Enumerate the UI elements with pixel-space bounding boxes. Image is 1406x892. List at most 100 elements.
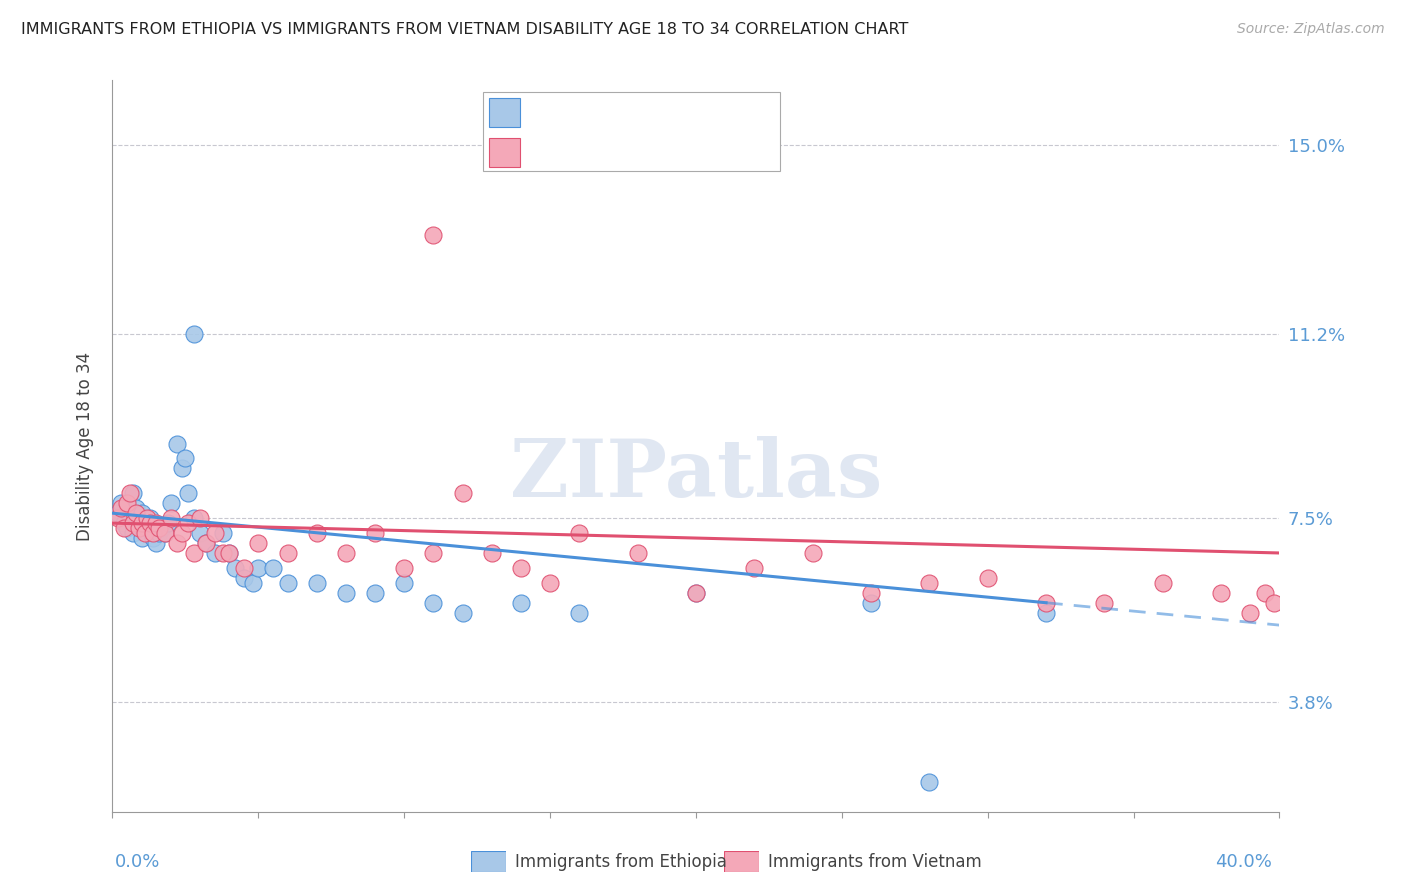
Point xyxy=(392,575,416,590)
Point xyxy=(134,516,156,530)
Point xyxy=(305,526,328,541)
Point xyxy=(172,461,194,475)
Point xyxy=(112,521,135,535)
Point xyxy=(115,521,138,535)
Point xyxy=(110,501,132,516)
Point xyxy=(509,561,531,575)
Point xyxy=(451,486,474,500)
Point xyxy=(262,561,284,575)
Point xyxy=(451,606,474,620)
Point xyxy=(145,516,167,530)
Point xyxy=(136,511,159,525)
Point xyxy=(174,451,197,466)
Point xyxy=(212,546,235,560)
Point xyxy=(305,575,328,590)
Point xyxy=(242,575,264,590)
Point xyxy=(685,586,707,600)
Point xyxy=(204,546,226,560)
Y-axis label: Disability Age 18 to 34: Disability Age 18 to 34 xyxy=(76,351,94,541)
Point xyxy=(177,486,200,500)
Point xyxy=(224,561,246,575)
Point xyxy=(177,516,200,530)
Point xyxy=(118,486,141,500)
Point xyxy=(118,511,141,525)
Point xyxy=(1239,606,1261,620)
Point xyxy=(276,546,298,560)
Point xyxy=(194,536,217,550)
Point xyxy=(742,561,765,575)
Text: 0.0%: 0.0% xyxy=(115,853,160,871)
Point xyxy=(148,521,170,535)
Point xyxy=(1152,575,1174,590)
Point xyxy=(335,586,357,600)
Point xyxy=(918,775,941,789)
Text: 40.0%: 40.0% xyxy=(1216,853,1272,871)
Point xyxy=(136,521,159,535)
Point xyxy=(128,521,150,535)
FancyBboxPatch shape xyxy=(724,851,759,872)
Point xyxy=(1035,606,1057,620)
Point xyxy=(131,531,153,545)
Point xyxy=(685,586,707,600)
Point xyxy=(422,596,444,610)
Point xyxy=(142,526,165,541)
Text: Immigrants from Vietnam: Immigrants from Vietnam xyxy=(768,853,981,871)
Point xyxy=(148,526,170,541)
Point xyxy=(859,596,883,610)
Point xyxy=(335,546,357,560)
Point xyxy=(918,575,941,590)
Text: Immigrants from Ethiopia: Immigrants from Ethiopia xyxy=(515,853,727,871)
Point xyxy=(150,521,173,535)
Point xyxy=(422,546,444,560)
Point xyxy=(160,496,183,510)
Point xyxy=(568,606,591,620)
Point xyxy=(188,526,211,541)
FancyBboxPatch shape xyxy=(471,851,506,872)
Point xyxy=(125,506,148,520)
Point xyxy=(107,511,129,525)
Point xyxy=(1263,596,1285,610)
Point xyxy=(204,526,226,541)
Point xyxy=(107,506,129,520)
Point xyxy=(166,536,188,550)
Point xyxy=(122,516,145,530)
Point xyxy=(128,516,150,530)
Point xyxy=(218,546,240,560)
Point xyxy=(247,536,270,550)
Point xyxy=(194,536,217,550)
Point xyxy=(183,546,205,560)
Point xyxy=(139,516,162,530)
Point xyxy=(247,561,270,575)
Point xyxy=(364,586,387,600)
Point xyxy=(145,536,167,550)
Point xyxy=(1035,596,1057,610)
Point xyxy=(183,511,205,525)
Point xyxy=(160,511,183,525)
Point xyxy=(112,516,135,530)
Text: IMMIGRANTS FROM ETHIOPIA VS IMMIGRANTS FROM VIETNAM DISABILITY AGE 18 TO 34 CORR: IMMIGRANTS FROM ETHIOPIA VS IMMIGRANTS F… xyxy=(21,22,908,37)
Text: Source: ZipAtlas.com: Source: ZipAtlas.com xyxy=(1237,22,1385,37)
Point xyxy=(183,326,205,341)
Point xyxy=(153,526,176,541)
Point xyxy=(156,516,179,530)
Point xyxy=(626,546,648,560)
Point xyxy=(364,526,387,541)
Point xyxy=(1209,586,1232,600)
Point xyxy=(481,546,503,560)
Point xyxy=(166,436,188,450)
Point xyxy=(276,575,298,590)
Point xyxy=(131,506,153,520)
Point xyxy=(232,571,254,585)
Point xyxy=(1254,586,1277,600)
Point xyxy=(131,516,153,530)
Point xyxy=(122,526,145,541)
Point xyxy=(568,526,591,541)
Point xyxy=(115,496,138,510)
Point xyxy=(801,546,824,560)
Point xyxy=(188,511,211,525)
Point xyxy=(142,531,165,545)
Point xyxy=(232,561,254,575)
Text: ZIPatlas: ZIPatlas xyxy=(510,436,882,515)
Point xyxy=(859,586,883,600)
Point xyxy=(1092,596,1115,610)
